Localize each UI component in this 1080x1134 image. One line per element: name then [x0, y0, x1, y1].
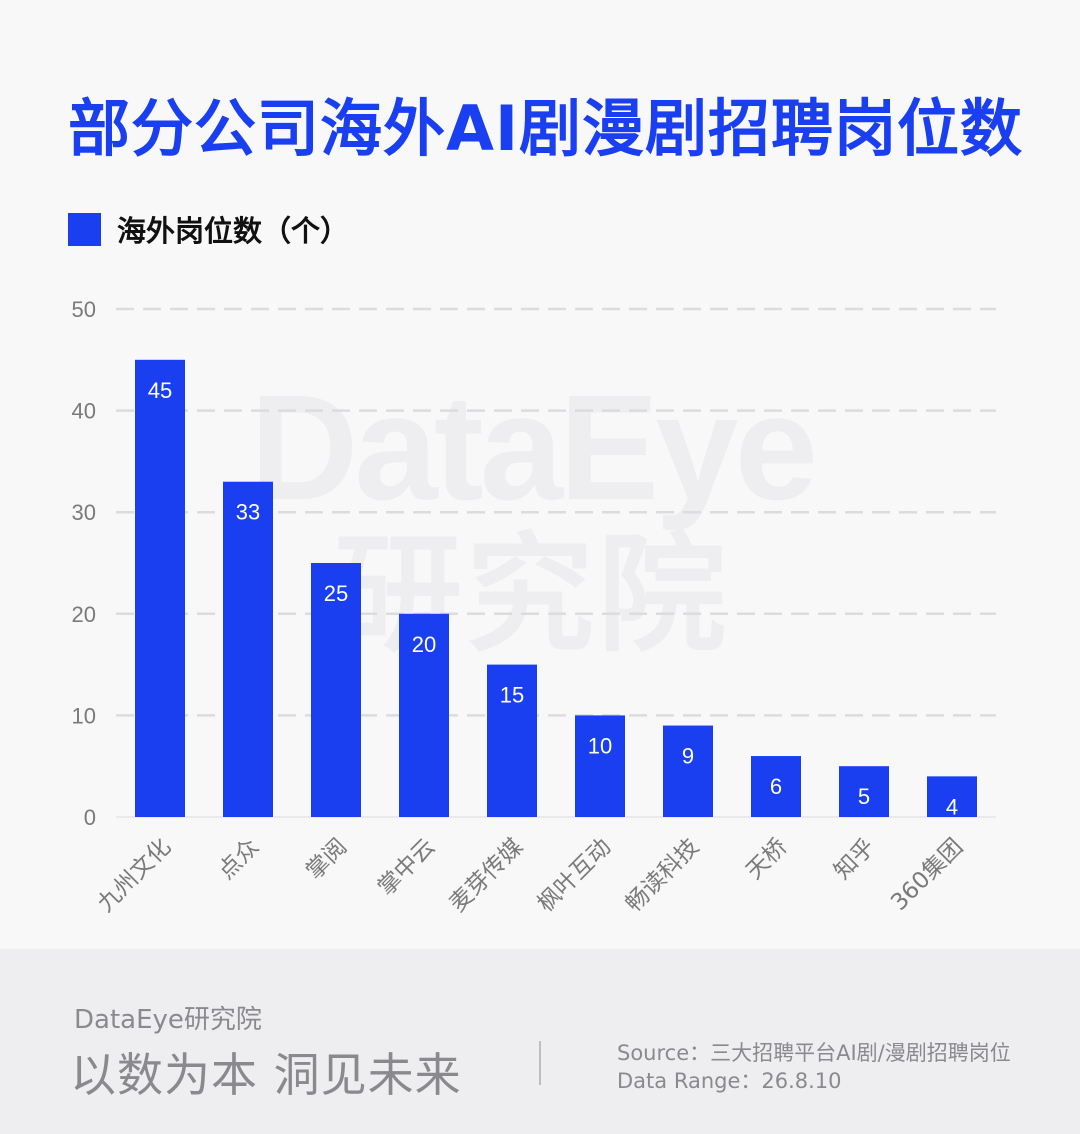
- bar: [399, 613, 449, 817]
- x-tick-label: 九州文化: [93, 834, 176, 917]
- bar: [311, 563, 361, 817]
- footer-divider: [539, 1041, 541, 1085]
- legend-label: 海外岗位数（个）: [117, 214, 350, 248]
- bar-value-label: 45: [148, 378, 172, 403]
- x-tick-label: 360集团: [886, 834, 968, 916]
- bar-value-label: 33: [236, 500, 260, 525]
- y-tick-label: 20: [72, 602, 96, 627]
- bar: [751, 756, 801, 817]
- bar-value-label: 20: [412, 632, 436, 657]
- bar: [487, 664, 537, 817]
- bar-value-label: 4: [946, 794, 958, 819]
- footer-slogan: 以数为本 洞见未来: [70, 1048, 462, 1102]
- legend-swatch: [68, 212, 101, 246]
- x-tick-label: 点众: [213, 834, 264, 885]
- bar: [135, 359, 185, 817]
- x-tick-label: 天桥: [741, 834, 792, 885]
- bar-value-label: 9: [682, 744, 694, 769]
- footer: DataEye研究院 以数为本 洞见未来 Source：三大招聘平台AI剧/漫剧…: [0, 949, 1080, 1134]
- x-tick-label: 枫叶互动: [533, 834, 616, 917]
- x-tick-label: 畅读科技: [621, 834, 704, 917]
- bar: [575, 715, 625, 817]
- y-tick-label: 30: [72, 500, 96, 525]
- bar-value-label: 15: [500, 683, 524, 708]
- footer-source: Source：三大招聘平台AI剧/漫剧招聘岗位 Data Range：26.8.…: [617, 1039, 1011, 1095]
- x-tick-label: 知乎: [829, 834, 880, 885]
- bar-layer: [135, 359, 977, 817]
- legend: 海外岗位数（个）: [68, 208, 349, 250]
- x-tick-label: 麦芽传媒: [445, 834, 528, 917]
- footer-brand: DataEye研究院: [74, 1005, 262, 1035]
- bar: [839, 766, 889, 817]
- bar: [663, 725, 713, 817]
- chart-title: 部分公司海外AI剧漫剧招聘岗位数: [68, 92, 1024, 165]
- bar: [223, 481, 273, 817]
- source-text: Source：三大招聘平台AI剧/漫剧招聘岗位: [617, 1041, 1011, 1065]
- y-tick-label: 50: [72, 297, 96, 322]
- bar-value-label: 25: [324, 581, 348, 606]
- bar-value-label: 6: [770, 774, 782, 799]
- data-range-text: Data Range：26.8.10: [617, 1069, 842, 1093]
- y-tick-label: 0: [84, 805, 96, 830]
- bar-value-label: 10: [588, 733, 612, 758]
- y-tick-label: 40: [72, 399, 96, 424]
- x-tick-label: 掌中云: [373, 834, 440, 901]
- y-tick-label: 10: [72, 703, 96, 728]
- bar-value-label: 5: [858, 784, 870, 809]
- bar: [927, 776, 977, 817]
- x-tick-label: 掌阅: [301, 834, 352, 885]
